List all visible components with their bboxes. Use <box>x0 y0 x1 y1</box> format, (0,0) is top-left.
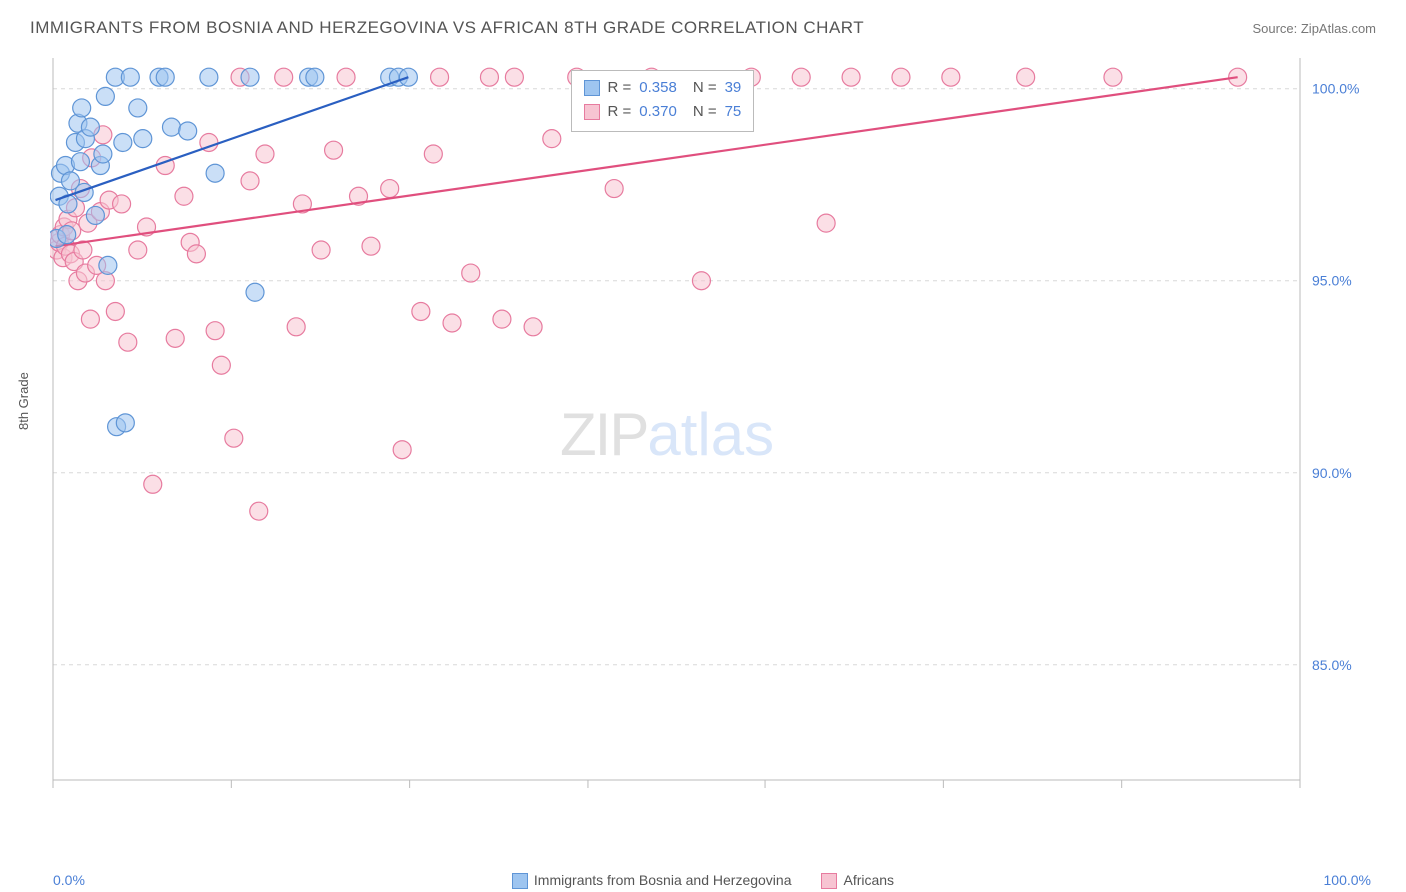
africans-point <box>337 68 355 86</box>
plot-svg: 85.0% 90.0% 95.0% 100.0% <box>50 55 1370 815</box>
africans-point <box>543 130 561 148</box>
bosnia-point <box>206 164 224 182</box>
africans-point <box>241 172 259 190</box>
bosnia-point <box>71 153 89 171</box>
bosnia-point <box>162 118 180 136</box>
bosnia-point <box>306 68 324 86</box>
africans-point <box>166 329 184 347</box>
stats-r-value: 0.370 <box>639 100 677 124</box>
africans-point <box>412 302 430 320</box>
africans-point <box>81 310 99 328</box>
bosnia-point <box>81 118 99 136</box>
africans-point <box>287 318 305 336</box>
stats-box: R = 0.358 N = 39 R = 0.370 N = 75 <box>571 70 755 132</box>
legend-label: Africans <box>843 872 894 888</box>
africans-point <box>431 68 449 86</box>
africans-point <box>792 68 810 86</box>
bosnia-point <box>129 99 147 117</box>
stats-swatch <box>584 80 600 96</box>
stats-n-label: N = <box>693 100 717 124</box>
africans-point <box>817 214 835 232</box>
legend-label: Immigrants from Bosnia and Herzegovina <box>534 872 792 888</box>
stats-swatch <box>584 104 600 120</box>
africans-point <box>1017 68 1035 86</box>
africans-point <box>493 310 511 328</box>
bosnia-point <box>200 68 218 86</box>
africans-point <box>524 318 542 336</box>
bosnia-point <box>134 130 152 148</box>
bosnia-point <box>58 226 76 244</box>
stats-n-value: 39 <box>725 76 742 100</box>
bosnia-point <box>179 122 197 140</box>
stats-r-label: R = <box>608 100 632 124</box>
africans-point <box>1104 68 1122 86</box>
africans-point <box>119 333 137 351</box>
stats-row: R = 0.358 N = 39 <box>584 76 742 100</box>
africans-point <box>325 141 343 159</box>
africans-point <box>942 68 960 86</box>
africans-point <box>129 241 147 259</box>
chart-title: IMMIGRANTS FROM BOSNIA AND HERZEGOVINA V… <box>30 18 864 38</box>
africans-point <box>381 180 399 198</box>
africans-point <box>187 245 205 263</box>
legend-item: Immigrants from Bosnia and Herzegovina <box>512 872 792 889</box>
stats-row: R = 0.370 N = 75 <box>584 100 742 124</box>
stats-r-label: R = <box>608 76 632 100</box>
bosnia-point <box>246 283 264 301</box>
bosnia-point <box>96 87 114 105</box>
africans-point <box>505 68 523 86</box>
stats-n-value: 75 <box>725 100 742 124</box>
bosnia-point <box>156 68 174 86</box>
africans-point <box>393 441 411 459</box>
africans-point <box>692 272 710 290</box>
y-tick-label: 85.0% <box>1312 657 1352 673</box>
stats-r-value: 0.358 <box>639 76 677 100</box>
africans-point <box>424 145 442 163</box>
africans-point <box>312 241 330 259</box>
bosnia-point <box>94 145 112 163</box>
stats-n-label: N = <box>693 76 717 100</box>
chart-container: IMMIGRANTS FROM BOSNIA AND HERZEGOVINA V… <box>0 0 1406 892</box>
africans-point <box>275 68 293 86</box>
africans-point <box>605 180 623 198</box>
plot-area: 85.0% 90.0% 95.0% 100.0% <box>50 55 1370 815</box>
legend-item: Africans <box>821 872 894 889</box>
africans-point <box>842 68 860 86</box>
bosnia-point <box>241 68 259 86</box>
africans-point <box>462 264 480 282</box>
africans-point <box>144 475 162 493</box>
africans-point <box>362 237 380 255</box>
legend-swatch <box>821 873 837 889</box>
legend-swatch <box>512 873 528 889</box>
source-label: Source: ZipAtlas.com <box>1252 21 1376 36</box>
africans-point <box>443 314 461 332</box>
bosnia-point <box>86 206 104 224</box>
africans-point <box>225 429 243 447</box>
legend: Immigrants from Bosnia and Herzegovina Af… <box>0 872 1406 889</box>
africans-point <box>256 145 274 163</box>
africans-point <box>106 302 124 320</box>
bosnia-point <box>73 99 91 117</box>
africans-point <box>212 356 230 374</box>
y-tick-label: 100.0% <box>1312 81 1359 97</box>
y-tick-label: 95.0% <box>1312 273 1352 289</box>
bosnia-point <box>121 68 139 86</box>
africans-point <box>250 502 268 520</box>
africans-point <box>206 322 224 340</box>
africans-point <box>175 187 193 205</box>
title-row: IMMIGRANTS FROM BOSNIA AND HERZEGOVINA V… <box>30 18 1376 38</box>
bosnia-point <box>114 133 132 151</box>
y-axis-label: 8th Grade <box>16 372 31 430</box>
y-tick-label: 90.0% <box>1312 465 1352 481</box>
africans-point <box>480 68 498 86</box>
bosnia-point <box>116 414 134 432</box>
africans-point <box>892 68 910 86</box>
bosnia-point <box>99 256 117 274</box>
bosnia-point <box>399 68 417 86</box>
africans-point <box>113 195 131 213</box>
